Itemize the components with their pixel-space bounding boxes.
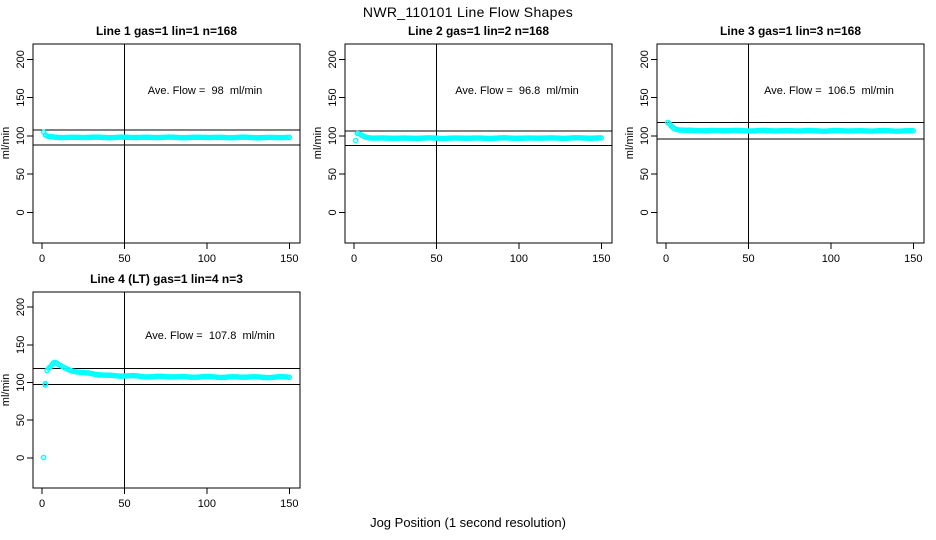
y-tick-label: 50 xyxy=(327,168,339,180)
y-tick-label: 100 xyxy=(15,373,27,391)
y-tick-label: 50 xyxy=(15,414,27,426)
flow-data-point xyxy=(40,454,47,461)
panel-4-title: Line 4 (LT) gas=1 lin=4 n=3 xyxy=(90,272,243,286)
y-tick-label: 150 xyxy=(15,88,27,106)
y-tick-label: 150 xyxy=(15,336,27,354)
x-tick-label: 0 xyxy=(39,498,45,510)
x-tick-label: 150 xyxy=(280,253,298,265)
y-tick-label: 0 xyxy=(15,209,27,215)
x-tick-label: 0 xyxy=(39,253,45,265)
panel-4-ave-flow-annotation: Ave. Flow = 107.8 ml/min xyxy=(145,330,275,342)
panel-2-title: Line 2 gas=1 lin=2 n=168 xyxy=(407,24,550,38)
y-tick-label: 50 xyxy=(15,168,27,180)
x-tick-label: 50 xyxy=(742,253,754,265)
flow-data-point xyxy=(286,134,293,141)
plot-box xyxy=(32,43,301,244)
y-tick-label: 200 xyxy=(15,50,27,68)
y-tick-label: 0 xyxy=(327,209,339,215)
y-tick-label: 200 xyxy=(327,50,339,68)
x-tick-label: 100 xyxy=(822,253,840,265)
x-tick-label: 150 xyxy=(280,498,298,510)
y-tick-label: 200 xyxy=(639,50,651,68)
y-tick-label: 0 xyxy=(639,209,651,215)
chart-title: NWR_110101 Line Flow Shapes xyxy=(362,4,574,20)
flow-data-point xyxy=(352,137,359,144)
panel-3-ave-flow-annotation: Ave. Flow = 106.5 ml/min xyxy=(764,85,894,97)
plot-box xyxy=(344,43,613,244)
y-tick-label: 100 xyxy=(327,127,339,145)
y-tick-label: 0 xyxy=(15,455,27,461)
x-tick-label: 50 xyxy=(118,253,130,265)
flow-data-point xyxy=(42,380,49,387)
flow-data-point xyxy=(910,128,917,134)
y-tick-label: 100 xyxy=(639,127,651,145)
y-tick-label: 200 xyxy=(15,298,27,316)
y-tick-label: 50 xyxy=(639,168,651,180)
panel-3-title: Line 3 gas=1 lin=3 n=168 xyxy=(719,24,862,38)
y-tick-label: 150 xyxy=(639,88,651,106)
flow-data-point xyxy=(286,374,293,381)
x-tick-label: 150 xyxy=(904,253,922,265)
x-tick-label: 50 xyxy=(118,498,130,510)
plot-box xyxy=(656,43,925,244)
x-axis-label: Jog Position (1 second resolution) xyxy=(370,515,566,530)
panel-1-title: Line 1 gas=1 lin=1 n=168 xyxy=(95,24,238,38)
y-tick-label: 150 xyxy=(327,88,339,106)
x-tick-label: 150 xyxy=(592,253,610,265)
x-tick-label: 0 xyxy=(351,253,357,265)
x-tick-label: 0 xyxy=(663,253,669,265)
x-tick-label: 100 xyxy=(198,253,216,265)
y-tick-label: 100 xyxy=(15,127,27,145)
x-tick-label: 50 xyxy=(430,253,442,265)
flow-data-point xyxy=(598,135,605,141)
plot-box xyxy=(32,291,301,489)
x-tick-label: 100 xyxy=(510,253,528,265)
panel-2-ave-flow-annotation: Ave. Flow = 96.8 ml/min xyxy=(455,85,579,97)
panel-1-ave-flow-annotation: Ave. Flow = 98 ml/min xyxy=(147,85,263,97)
x-tick-label: 100 xyxy=(198,498,216,510)
